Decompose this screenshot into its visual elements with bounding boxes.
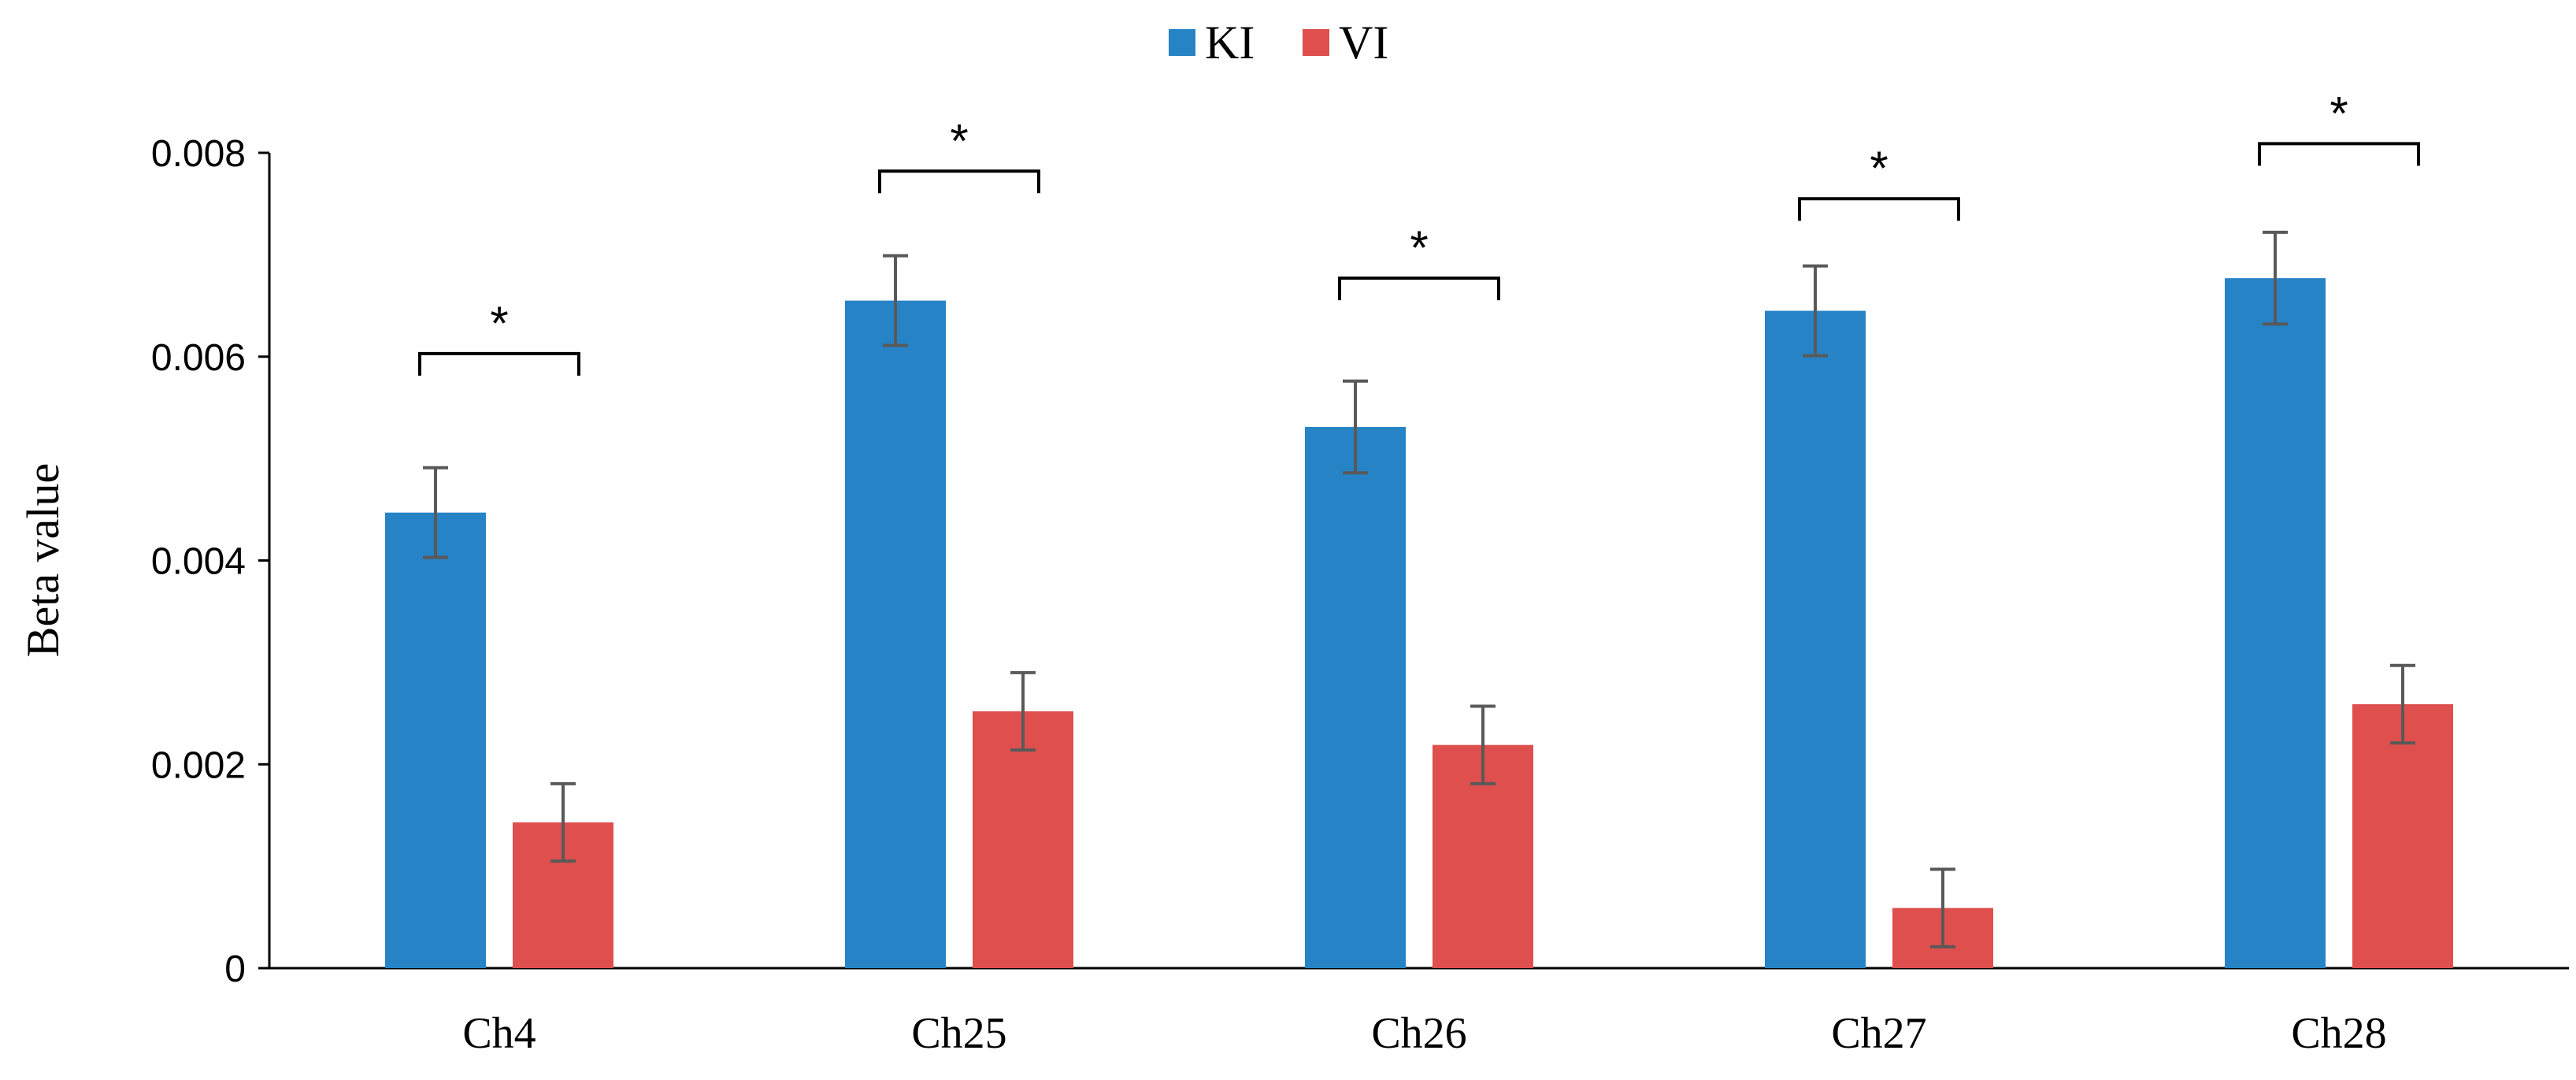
x-tick-label-ch27: Ch27 (1831, 1009, 1926, 1058)
y-axis-title: Beta value (17, 463, 69, 657)
y-tick-label: 0.002 (151, 744, 246, 786)
bar-ki-ch28 (2225, 278, 2326, 969)
legend-swatch-vi (1303, 29, 1329, 56)
significance-star-ch27: * (1870, 142, 1888, 195)
bar-vi-ch28 (2352, 703, 2453, 968)
significance-bracket-ch28 (2258, 142, 2420, 166)
x-tick-label-ch25: Ch25 (911, 1009, 1006, 1058)
bar-ki-ch26 (1305, 427, 1406, 968)
axes (258, 151, 2569, 970)
bar-ki-ch25 (845, 300, 946, 968)
significance-markers: * * * * * (418, 87, 2420, 376)
y-tick-label: 0 (224, 948, 246, 990)
error-bars (423, 230, 2415, 948)
bar-ki-ch27 (1765, 310, 1866, 968)
significance-bracket-ch27 (1798, 197, 1960, 221)
significance-star-ch28: * (2330, 87, 2348, 139)
x-tick-label-ch28: Ch28 (2291, 1009, 2386, 1058)
significance-bracket-ch26 (1338, 276, 1500, 301)
bar-vi-ch25 (973, 711, 1073, 968)
legend-label-vi: VI (1339, 17, 1388, 69)
y-tick-label: 0.004 (151, 541, 246, 583)
bars (385, 278, 2453, 969)
legend: KI VI (1169, 17, 1388, 69)
x-tick-label-ch4: Ch4 (462, 1009, 536, 1058)
y-tick-label: 0.006 (151, 337, 246, 379)
significance-star-ch25: * (950, 114, 968, 167)
axis-labels: 0 0.002 0.004 0.006 0.008 Beta value Ch4 Ch25 Ch… (17, 133, 2387, 1058)
x-tick-label-ch26: Ch26 (1371, 1009, 1466, 1058)
significance-star-ch4: * (490, 297, 508, 350)
legend-label-ki: KI (1205, 17, 1255, 69)
y-tick-label: 0.008 (151, 133, 246, 175)
significance-star-ch26: * (1410, 221, 1428, 274)
significance-bracket-ch4 (418, 351, 580, 376)
significance-bracket-ch25 (878, 169, 1040, 194)
bar-ki-ch4 (385, 512, 486, 968)
legend-swatch-ki (1169, 29, 1195, 56)
